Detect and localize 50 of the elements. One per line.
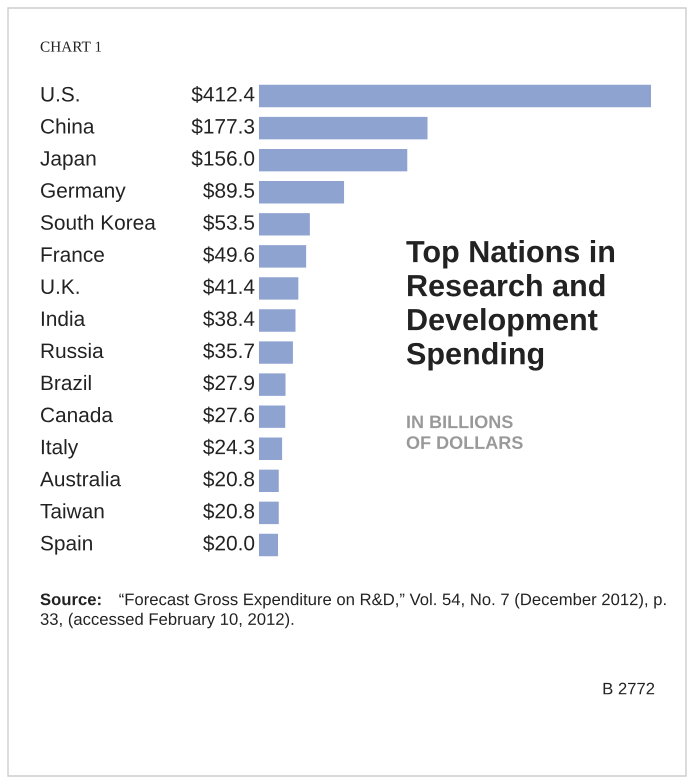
bar bbox=[259, 405, 286, 428]
bar bbox=[259, 502, 279, 524]
data-label: $20.8 bbox=[203, 502, 254, 520]
bar bbox=[259, 470, 279, 492]
y-tick-label: Italy bbox=[42, 439, 78, 458]
source-note: Source: “Forecast Gross Expenditure on R&D,” Vol. 54, No. 7 (December 2012), p. 33, (accessed February 10, 2012). bbox=[40, 593, 666, 628]
data-label: $27.9 bbox=[203, 374, 254, 392]
bar bbox=[259, 245, 306, 268]
data-label: $41.4 bbox=[203, 278, 254, 296]
bar bbox=[259, 84, 651, 108]
bar bbox=[259, 341, 293, 364]
y-tick-label: France bbox=[42, 247, 104, 262]
data-label: $53.5 bbox=[203, 214, 254, 232]
y-tick-label: India bbox=[42, 310, 86, 326]
data-label: $177.3 bbox=[192, 118, 254, 135]
y-tick-label: Germany bbox=[41, 183, 126, 202]
y-tick-label: Brazil bbox=[42, 374, 91, 390]
data-label: $412.4 bbox=[192, 86, 254, 103]
data-label: $20.8 bbox=[203, 470, 254, 488]
data-label: $27.6 bbox=[203, 406, 254, 424]
data-label: $20.0 bbox=[203, 534, 254, 552]
y-tick-label: China bbox=[41, 118, 94, 134]
text: Top Nations in Research and Development Spending bbox=[406, 240, 614, 371]
bar bbox=[259, 438, 282, 460]
data-label: $24.3 bbox=[203, 438, 254, 456]
data-label: $89.5 bbox=[203, 182, 254, 200]
text: IN BILLIONS OF DOLLARS bbox=[406, 415, 523, 450]
y-tick-label: Spain bbox=[40, 535, 92, 555]
y-tick-label: Australia bbox=[40, 471, 122, 486]
y-tick-label: South Korea bbox=[40, 214, 156, 230]
data-label: $49.6 bbox=[203, 246, 254, 264]
y-tick-label: Taiwan bbox=[40, 503, 104, 518]
bar bbox=[259, 148, 408, 172]
y-tick-label: Japan bbox=[40, 151, 96, 170]
bar bbox=[259, 181, 344, 204]
y-tick-label: U.S. bbox=[42, 86, 79, 102]
bar bbox=[259, 373, 286, 396]
y-tick-label: U.K. bbox=[42, 279, 79, 294]
y-tick-label: Russia bbox=[42, 342, 104, 358]
caption: CHART 1 bbox=[40, 42, 102, 52]
bar bbox=[259, 116, 428, 140]
bar bbox=[259, 277, 298, 300]
text: B 2772 bbox=[604, 682, 654, 694]
bar bbox=[259, 309, 296, 332]
data-label: $156.0 bbox=[192, 150, 254, 167]
data-label: $35.7 bbox=[203, 342, 254, 360]
data-label: $38.4 bbox=[203, 310, 254, 328]
bar bbox=[259, 534, 278, 556]
bar bbox=[259, 213, 310, 236]
y-tick-label: Canada bbox=[41, 406, 113, 422]
